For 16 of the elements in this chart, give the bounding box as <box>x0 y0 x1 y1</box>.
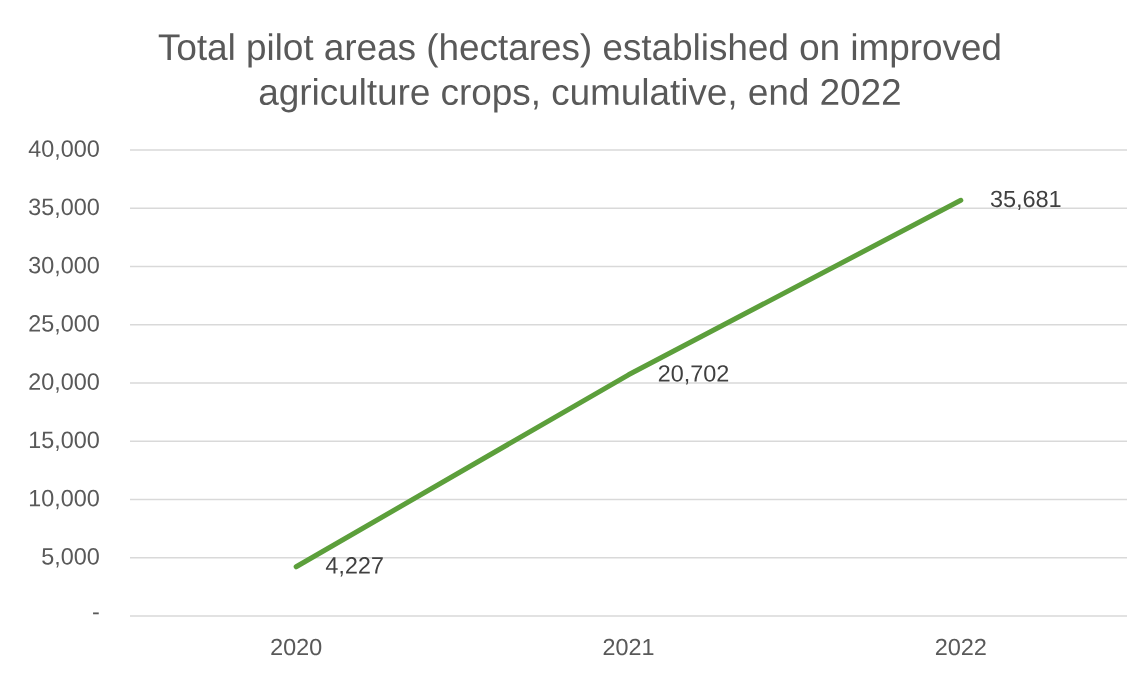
x-tick-label: 2022 <box>935 638 986 656</box>
y-tick-label: 15,000 <box>29 431 99 451</box>
y-tick-label: 20,000 <box>29 373 99 393</box>
x-tick-label: 2021 <box>603 638 654 656</box>
data-label: 4,227 <box>325 557 383 577</box>
y-tick-label: 10,000 <box>29 489 99 510</box>
x-tick-label: 2020 <box>271 638 322 656</box>
y-tick-label: 35,000 <box>29 198 99 218</box>
y-tick-label: 5,000 <box>42 548 99 568</box>
data-label: 20,702 <box>658 365 729 385</box>
chart-title: Total pilot areas (hectares) established on improved agriculture crops, cumulative, end 2022 <box>158 33 1000 113</box>
y-tick-label: 25,000 <box>29 315 99 335</box>
data-label: 35,681 <box>990 190 1061 210</box>
y-tick-label: - <box>93 612 99 615</box>
y-tick-label: 30,000 <box>29 256 99 277</box>
y-tick-label: 40,000 <box>28 140 99 160</box>
